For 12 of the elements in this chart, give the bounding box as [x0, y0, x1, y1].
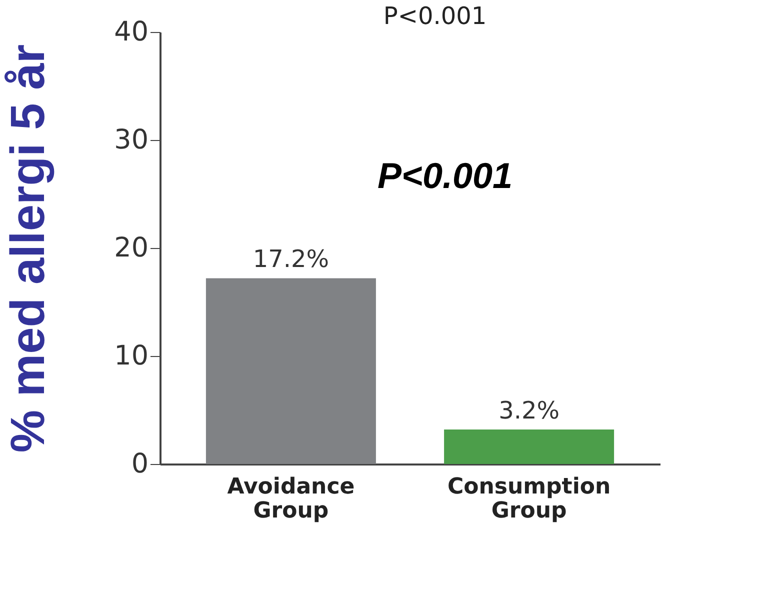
- data-label: 17.2%: [252, 245, 330, 274]
- y-tick-label: 30: [114, 124, 148, 156]
- data-label: 3.2%: [498, 396, 560, 424]
- x-tick-label: Avoidance Group: [227, 474, 355, 524]
- annotation: P<0.001: [377, 155, 513, 196]
- text: P<0.001: [383, 2, 487, 30]
- y-axis-title: % med allergi 5 år: [2, 44, 56, 453]
- y-tick-label: 40: [114, 16, 148, 48]
- y-tick-label: 20: [114, 232, 148, 264]
- x-tick-label: Consumption Group: [447, 474, 611, 524]
- y-tick-label: 0: [131, 448, 148, 480]
- y-tick-label: 10: [114, 340, 148, 372]
